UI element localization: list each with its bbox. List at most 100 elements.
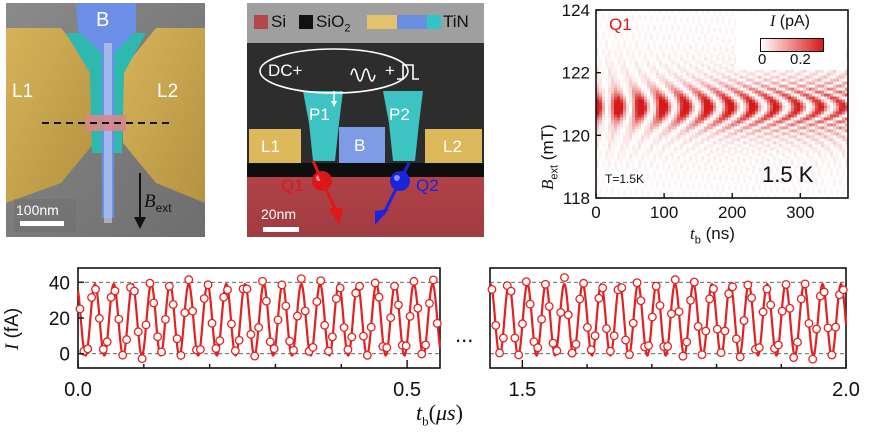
heatmap-cell — [737, 91, 740, 94]
heatmap-cell — [713, 13, 716, 16]
heatmap-cell — [680, 43, 683, 46]
heatmap-cell — [779, 91, 782, 94]
heatmap-cell — [692, 70, 695, 73]
heatmap-cell — [752, 76, 755, 79]
heatmap-cell — [803, 114, 806, 117]
heatmap-cell — [740, 141, 743, 144]
heatmap-cell — [728, 13, 731, 16]
heatmap-cell — [674, 25, 677, 28]
heatmap-cell — [626, 162, 629, 165]
heatmap-cell — [812, 141, 815, 144]
heatmap-cell — [644, 46, 647, 49]
heatmap-cell — [824, 141, 827, 144]
heatmap-cell — [770, 73, 773, 76]
heatmap-cell — [722, 171, 725, 174]
heatmap-cell — [617, 135, 620, 138]
heatmap-cell — [755, 79, 758, 82]
heatmap-cell — [686, 162, 689, 165]
heatmap-cell — [710, 13, 713, 16]
heatmap-cell — [818, 171, 821, 174]
heatmap-cell — [833, 91, 836, 94]
heatmap-cell — [767, 100, 770, 103]
heatmap-cell — [656, 126, 659, 129]
heatmap-cell — [728, 117, 731, 120]
heatmap-cell — [809, 76, 812, 79]
heatmap-cell — [704, 40, 707, 43]
heatmap-cell — [641, 61, 644, 64]
heatmap-cell — [746, 171, 749, 174]
heatmap-cell — [752, 159, 755, 162]
heatmap-cell — [638, 58, 641, 61]
heatmap-cell — [758, 132, 761, 135]
heatmap-cell — [818, 150, 821, 153]
heatmap-cell — [662, 97, 665, 100]
heatmap-cell — [665, 162, 668, 165]
heatmap-cell — [728, 37, 731, 40]
heatmap-cell — [668, 85, 671, 88]
heatmap-cell — [722, 117, 725, 120]
heatmap-cell — [680, 132, 683, 135]
heatmap-cell — [704, 156, 707, 159]
heatmap-cell — [692, 52, 695, 55]
heatmap-cell — [680, 22, 683, 25]
heatmap-cell — [692, 138, 695, 141]
heatmap-cell — [617, 61, 620, 64]
heatmap-cell — [716, 58, 719, 61]
heatmap-cell — [698, 94, 701, 97]
heatmap-cell — [653, 111, 656, 114]
heatmap-cell — [749, 120, 752, 123]
heatmap-cell — [608, 100, 611, 103]
heatmap-cell — [695, 132, 698, 135]
heatmap-cell — [749, 147, 752, 150]
heatmap-cell — [605, 28, 608, 31]
heatmap-cell — [734, 126, 737, 129]
heatmap-cell — [605, 19, 608, 22]
heatmap-cell — [797, 91, 800, 94]
heatmap-cell — [731, 28, 734, 31]
heatmap-cell — [821, 159, 824, 162]
heatmap-cell — [836, 120, 839, 123]
heatmap-cell — [716, 43, 719, 46]
heatmap-cell — [611, 40, 614, 43]
heatmap-cell — [659, 79, 662, 82]
heatmap-cell — [818, 141, 821, 144]
heatmap-cell — [803, 117, 806, 120]
heatmap-cell — [680, 37, 683, 40]
heatmap-cell — [797, 153, 800, 156]
heatmap-cell — [644, 97, 647, 100]
heatmap-cell — [704, 52, 707, 55]
heatmap-cell — [686, 70, 689, 73]
heatmap-cell — [803, 85, 806, 88]
heatmap-cell — [605, 16, 608, 19]
heatmap-cell — [725, 91, 728, 94]
heatmap-cell — [647, 159, 650, 162]
heatmap-cell — [776, 132, 779, 135]
heatmap-cell — [656, 103, 659, 106]
heatmap-cell — [788, 123, 791, 126]
heatmap-cell — [605, 103, 608, 106]
heatmap-cell — [698, 73, 701, 76]
heatmap-cell — [611, 138, 614, 141]
heatmap-cell — [815, 165, 818, 168]
heatmap-cell — [656, 46, 659, 49]
heatmap-cell — [677, 105, 680, 108]
heatmap-cell — [680, 165, 683, 168]
heatmap-cell — [716, 91, 719, 94]
heatmap-cell — [695, 105, 698, 108]
heatmap-cell — [731, 144, 734, 147]
heatmap-cell — [806, 73, 809, 76]
heatmap-cell — [722, 31, 725, 34]
heatmap-cell — [638, 117, 641, 120]
heatmap-cell — [710, 67, 713, 70]
heatmap-cell — [728, 73, 731, 76]
heatmap-cell — [611, 168, 614, 171]
heatmap-cell — [839, 82, 842, 85]
heatmap-cell — [719, 49, 722, 52]
heatmap-cell — [644, 117, 647, 120]
heatmap-cell — [659, 120, 662, 123]
heatmap-cell — [833, 123, 836, 126]
heatmap-cell — [779, 108, 782, 111]
heatmap-cell — [617, 141, 620, 144]
heatmap-cell — [797, 132, 800, 135]
heatmap-cell — [617, 85, 620, 88]
